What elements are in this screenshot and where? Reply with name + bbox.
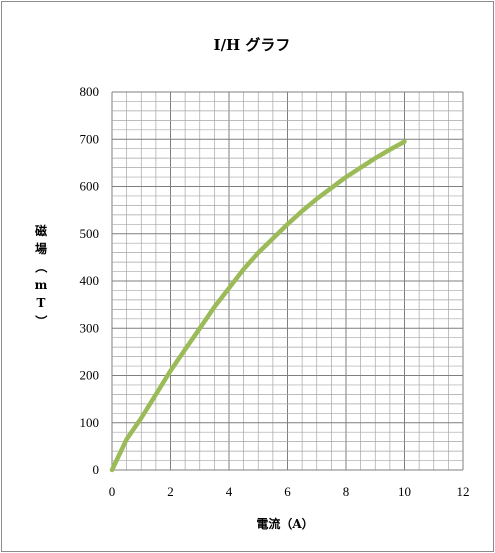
x-tick-label: 12 (457, 484, 470, 499)
y-axis-label-char: （ (34, 261, 49, 273)
series-layer (109, 139, 407, 473)
tick-labels: 0 2 4 6 8 10 12 0 100 200 300 400 500 600 700 800 (80, 84, 470, 499)
x-tick-label: 4 (226, 484, 233, 499)
x-axis-label: 電流（A） (256, 516, 313, 531)
y-axis-label-char: m (35, 278, 48, 292)
grid (111, 91, 464, 471)
x-tick-label: 6 (284, 484, 291, 499)
y-axis-label-char: ） (34, 315, 49, 327)
y-tick-label: 200 (80, 368, 100, 383)
y-axis-label-char: 磁 (34, 223, 47, 238)
x-tick-label: 2 (167, 484, 174, 499)
chart-title: I/H グラフ (214, 36, 291, 54)
y-tick-label: 700 (80, 131, 100, 146)
y-tick-label: 0 (93, 462, 100, 477)
y-axis-label-char: 場 (35, 241, 47, 256)
x-tick-label: 0 (109, 484, 116, 499)
y-tick-label: 500 (80, 226, 100, 241)
x-tick-label: 10 (398, 484, 411, 499)
y-tick-label: 400 (80, 273, 100, 288)
y-axis-label: 磁場 （ mT ） (34, 223, 49, 327)
y-axis-label-char: T (37, 296, 46, 310)
x-tick-label: 8 (343, 484, 350, 499)
y-tick-label: 600 (80, 179, 100, 194)
y-tick-label: 100 (80, 415, 100, 430)
y-tick-label: 800 (80, 84, 100, 99)
series-line-0 (109, 139, 407, 473)
y-tick-label: 300 (80, 320, 100, 335)
